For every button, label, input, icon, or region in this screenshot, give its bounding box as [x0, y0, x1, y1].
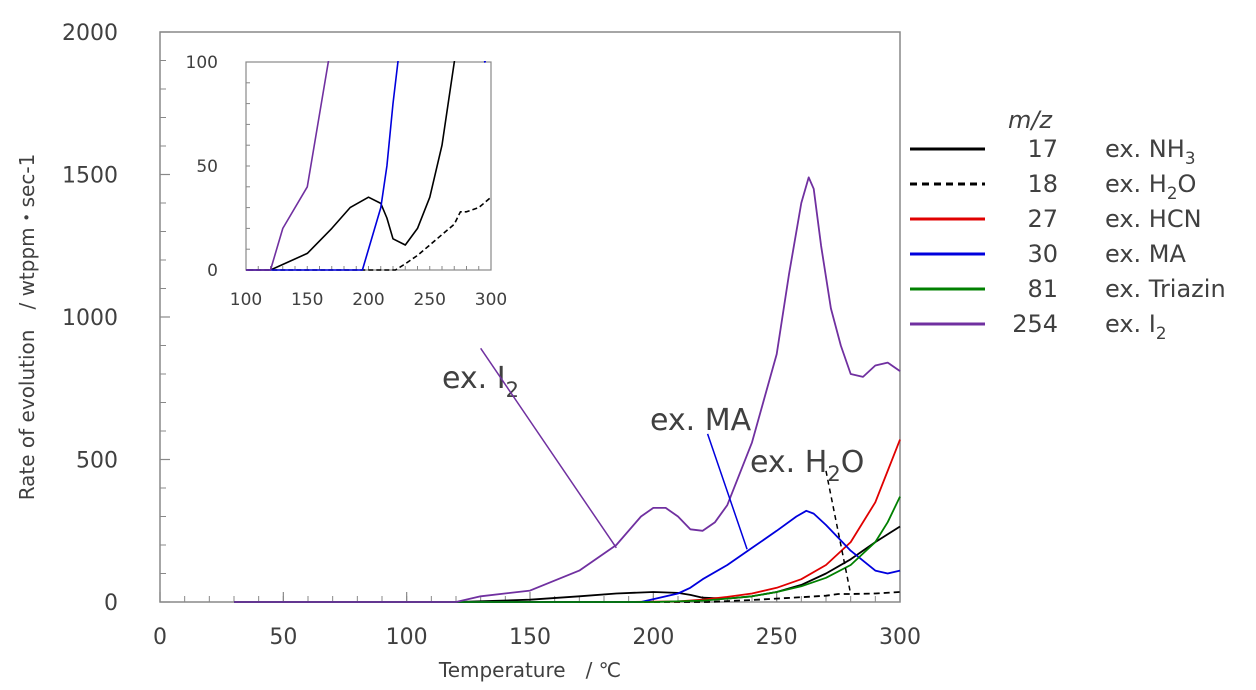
series-line-mz-254 [234, 176, 901, 603]
legend-series-name: ex. HCN [1105, 205, 1202, 233]
inset-series-line-mz-18 [246, 196, 491, 271]
annotation-leader-line [706, 433, 748, 550]
inset-x-tick-label: 200 [352, 290, 384, 310]
y-tick-label: 1000 [62, 306, 118, 331]
series-line-mz-81 [234, 496, 901, 603]
legend-series-name: ex. I2 [1105, 310, 1167, 343]
inset-x-tick-label: 100 [230, 290, 262, 310]
annotation-label: ex. MA [650, 403, 752, 438]
x-tick-label: 300 [879, 625, 921, 650]
annotation-label: ex. H2O [750, 445, 864, 486]
legend-series-name: ex. Triazin [1105, 275, 1226, 303]
legend-mz-value: 27 [1027, 205, 1058, 233]
inset-x-tick-label: 300 [475, 290, 507, 310]
legend-mz-value: 17 [1027, 135, 1058, 163]
legend-header: m/z [1008, 106, 1053, 134]
annotation-leader-line [825, 470, 852, 595]
series-line-mz-30 [234, 509, 901, 603]
inset-series-line-mz-17 [246, 61, 456, 271]
annotation-label: ex. I2 [442, 361, 519, 402]
x-tick-label: 0 [153, 625, 167, 650]
main-plot: 0 50 100 150 200 250 3000500100015002000Temper… [15, 21, 921, 682]
annotation-leader-line [480, 347, 617, 549]
x-tick-label: 50 [269, 625, 297, 650]
x-tick-label: 250 [756, 625, 798, 650]
y-axis-title: Rate of evolution / wtppm・sec-1 [15, 154, 39, 501]
inset-x-tick-label: 150 [291, 290, 323, 310]
x-axis-title: Temperature / ℃ [438, 658, 621, 682]
y-tick-label: 2000 [62, 21, 118, 46]
x-tick-label: 150 [509, 625, 551, 650]
legend-mz-value: 254 [1012, 310, 1058, 338]
series-line-mz-18 [234, 591, 901, 603]
series-line-mz-17 [234, 525, 901, 603]
legend-mz-value: 18 [1027, 170, 1058, 198]
legend-series-name: ex. MA [1105, 240, 1187, 268]
inset-plot: 100 150 200 250 300 0 50 100 [186, 53, 508, 310]
inset-x-tick-label: 250 [414, 290, 446, 310]
legend-mz-value: 30 [1027, 240, 1058, 268]
y-tick-label: 1500 [62, 164, 118, 189]
inset-series-line-mz-30 [246, 61, 487, 271]
inset-y-tick-label: 100 [186, 53, 218, 73]
annotations: ex. I2 ex. MA ex. H2O [442, 347, 864, 595]
inset-frame [245, 61, 492, 271]
x-tick-label: 100 [386, 625, 428, 650]
legend-series-name: ex. NH3 [1105, 135, 1196, 168]
legend-series-name: ex. H2O [1105, 170, 1196, 203]
inset-y-tick-label: 50 [196, 157, 218, 177]
x-tick-label: 200 [632, 625, 674, 650]
legend-mz-value: 81 [1027, 275, 1058, 303]
y-tick-label: 0 [104, 591, 118, 616]
legend: m/z17 ex. NH3 18 ex. H2O 27 ex. HCN 30 ex. MA 81… [910, 106, 1226, 343]
y-tick-label: 500 [76, 449, 118, 474]
inset-y-tick-label: 0 [207, 261, 218, 281]
